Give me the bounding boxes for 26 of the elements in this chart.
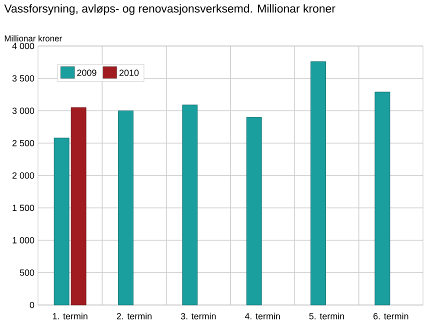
x-tick-label: 6. termin xyxy=(374,312,408,320)
y-tick-label: 3 000 xyxy=(12,108,34,114)
bar xyxy=(54,138,70,306)
bar xyxy=(374,92,390,306)
y-tick-label: 2 500 xyxy=(12,140,34,146)
x-tick-label: 1. termin xyxy=(52,312,88,320)
y-tick-label: 1 000 xyxy=(12,237,34,244)
legend-label: 2010 xyxy=(119,70,139,76)
y-axis-title: Millionar kroner xyxy=(4,35,62,42)
chart-title: Vassforsyning, avløps- og renovasjonsverksemd. Millionar kroner xyxy=(4,4,336,15)
bar xyxy=(70,107,86,306)
bar xyxy=(310,61,326,306)
bar xyxy=(246,117,262,306)
y-tick-label: 2 000 xyxy=(12,172,34,179)
legend-label: 2009 xyxy=(77,70,96,76)
x-tick-label: 5. termin xyxy=(309,312,344,320)
x-tick-label: 2. termin xyxy=(116,312,152,320)
y-tick-label: 3 500 xyxy=(12,75,34,82)
y-tick-label: 0 xyxy=(30,302,34,308)
y-tick-label: 500 xyxy=(20,269,34,276)
y-tick-label: 1 500 xyxy=(12,204,34,212)
bar xyxy=(118,110,134,306)
y-tick-label: 4 000 xyxy=(12,42,34,50)
x-tick-label: 3. termin xyxy=(180,312,216,320)
x-tick-label: 4. termin xyxy=(244,312,280,320)
bar xyxy=(182,104,198,306)
